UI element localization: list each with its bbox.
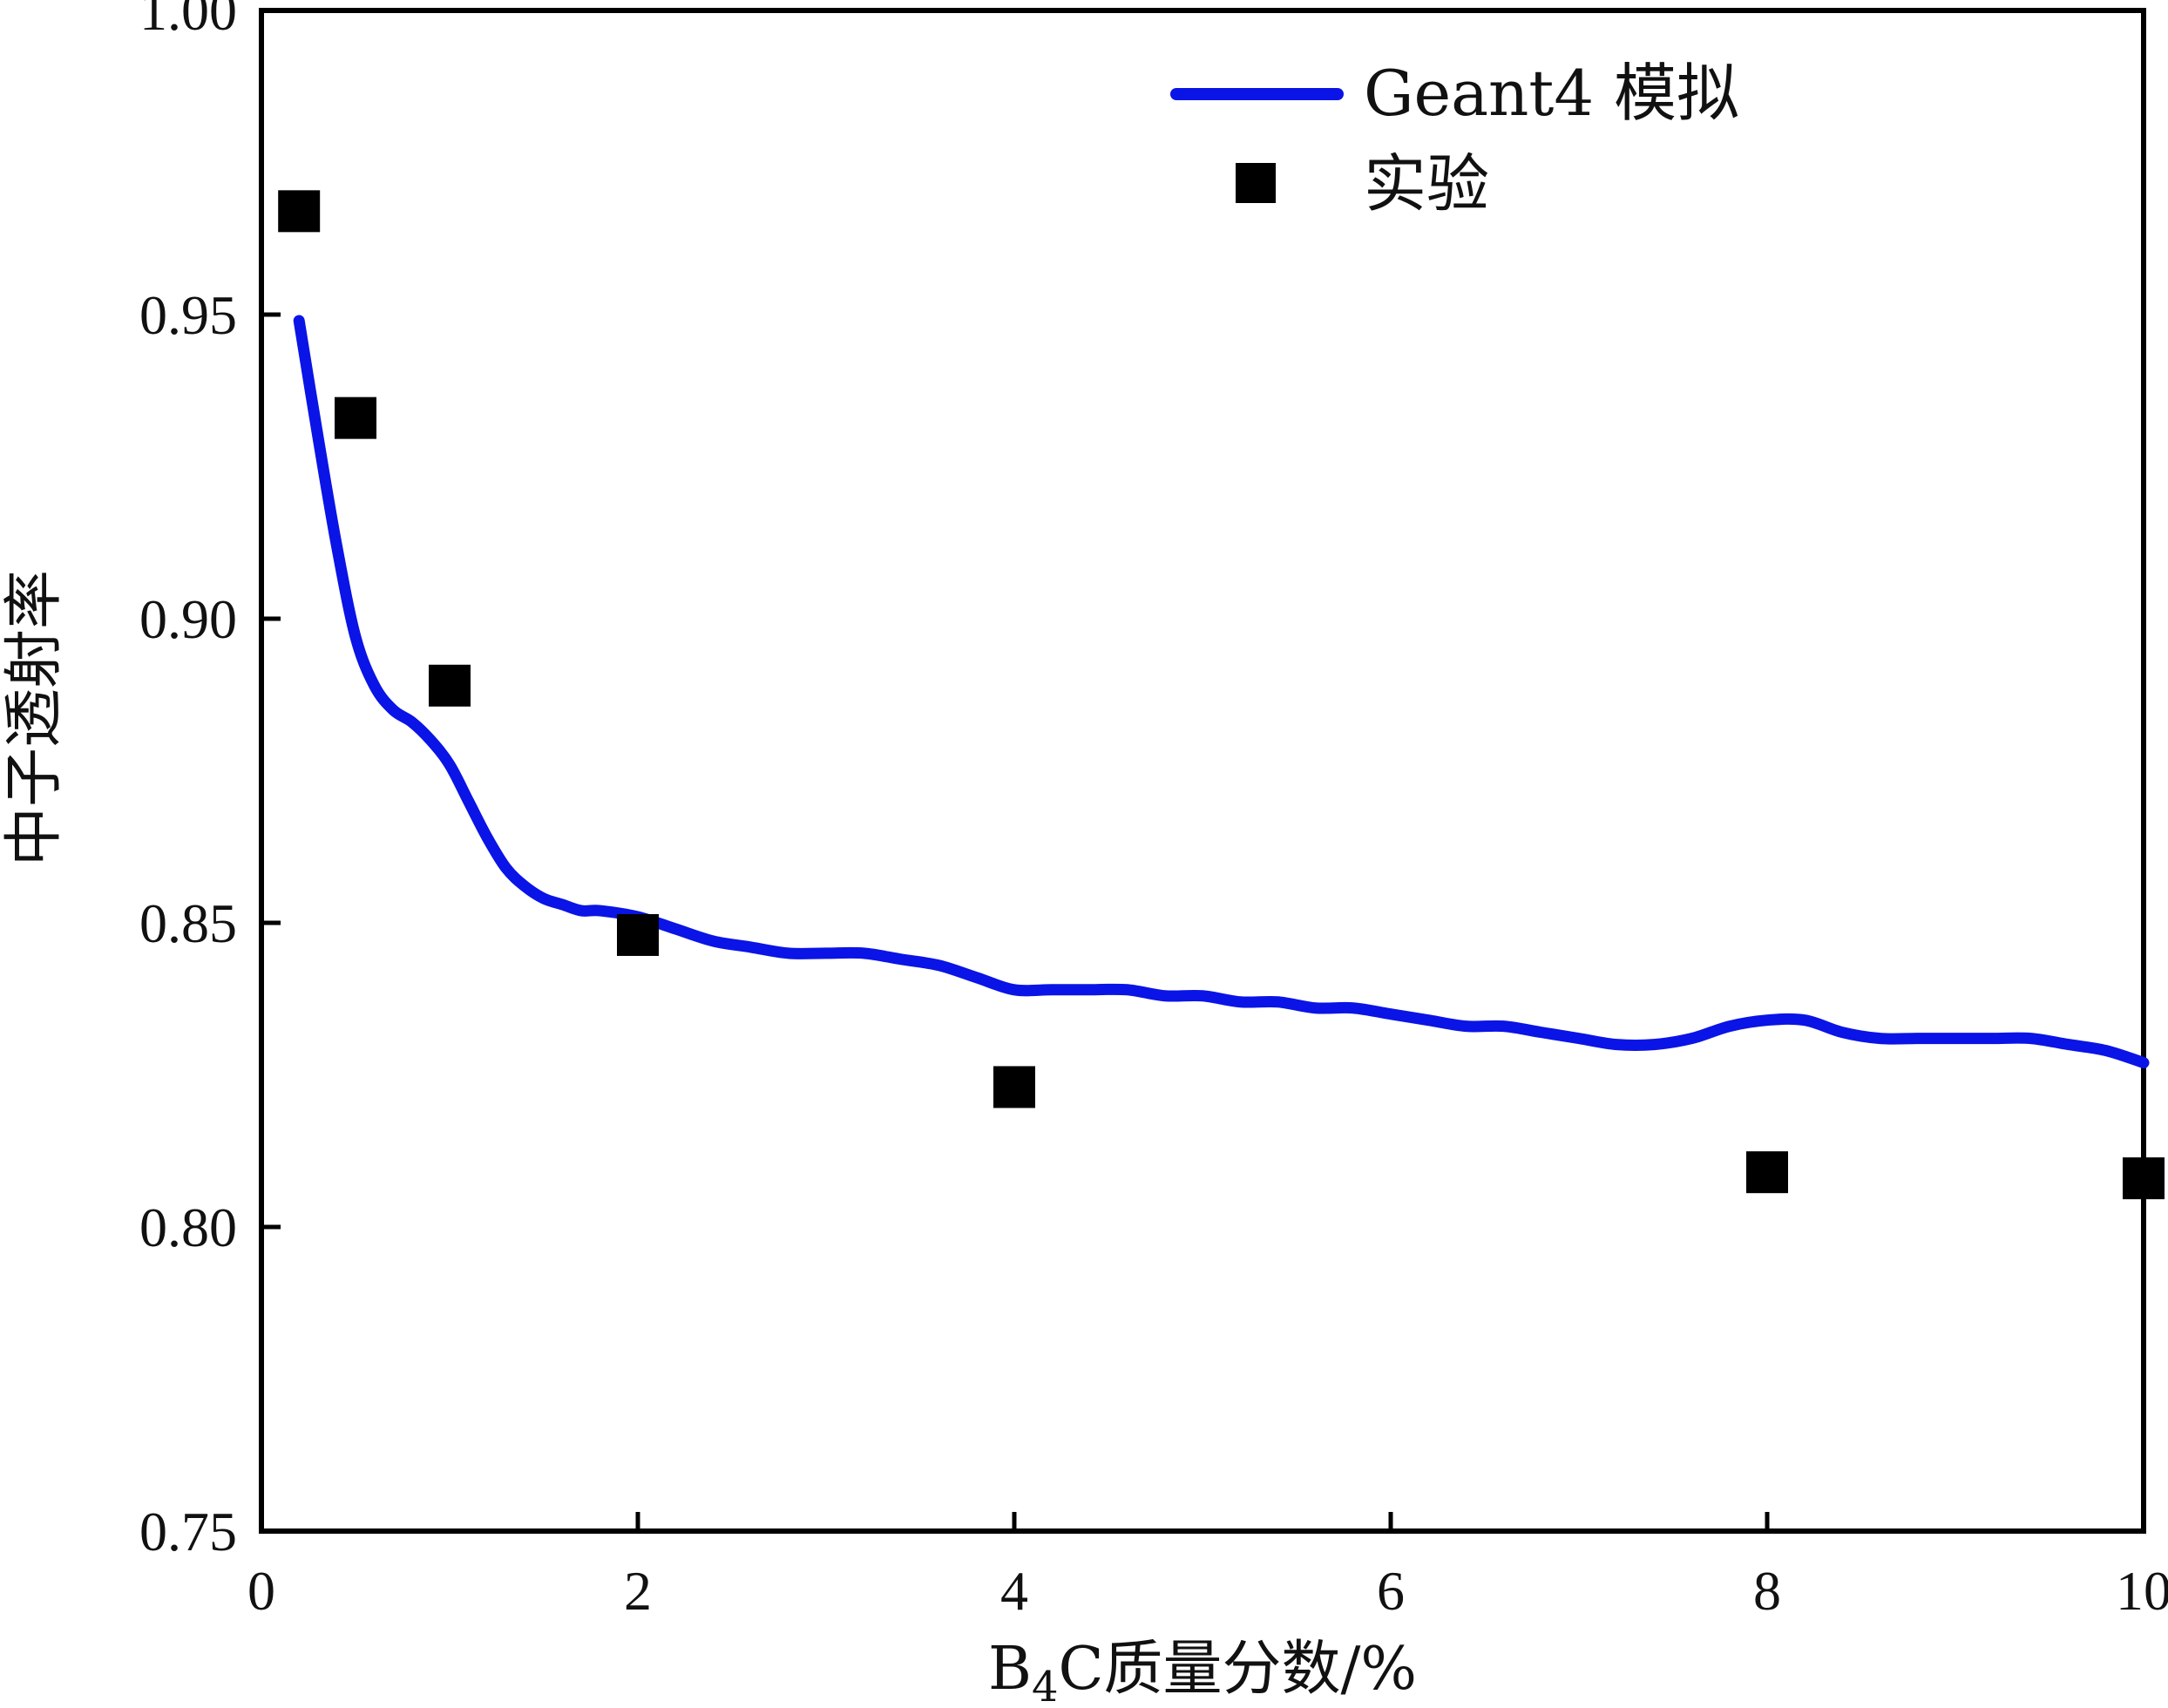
x-axis-title: B4C质量分数/% <box>988 1635 1417 1708</box>
legend-square-swatch <box>1236 163 1276 203</box>
axis-ticks <box>259 8 2146 1534</box>
axis-tick-labels: 0 2 4 6 8 10 0.75 0.80 0.85 0.90 0.95 1.00 <box>139 0 2168 1622</box>
x-tick-label: 2 <box>624 1560 652 1622</box>
y-tick-label: 1.00 <box>139 0 237 42</box>
y-tick-label: 0.80 <box>139 1196 237 1258</box>
data-point-experiment <box>335 396 376 439</box>
x-tick-label: 8 <box>1753 1560 1781 1622</box>
y-axis-title: 中子透射率 <box>0 570 69 866</box>
y-tick-label: 0.85 <box>139 892 237 954</box>
data-point-experiment <box>617 913 659 956</box>
data-point-experiment <box>1746 1151 1788 1194</box>
x-tick-label: 4 <box>1000 1560 1028 1622</box>
y-tick-label: 0.75 <box>139 1501 237 1562</box>
series-line-geant4 <box>293 315 2150 1069</box>
x-tick-label: 0 <box>247 1560 275 1622</box>
data-point-experiment <box>2123 1157 2165 1200</box>
data-point-experiment <box>278 190 321 233</box>
y-tick-label: 0.95 <box>139 284 237 346</box>
data-point-experiment <box>993 1066 1035 1108</box>
legend-label-experiment: 实验 <box>1364 147 1489 220</box>
x-tick-label: 10 <box>2116 1560 2168 1622</box>
x-tick-label: 6 <box>1377 1560 1405 1622</box>
data-point-experiment <box>429 664 471 707</box>
plot-frame <box>259 8 2146 1534</box>
data-series <box>278 190 2165 1200</box>
legend-label-simulation: Geant4 模拟 <box>1364 57 1739 130</box>
legend: Geant4 模拟 实验 <box>1170 57 1739 220</box>
y-tick-label: 0.90 <box>139 588 237 650</box>
